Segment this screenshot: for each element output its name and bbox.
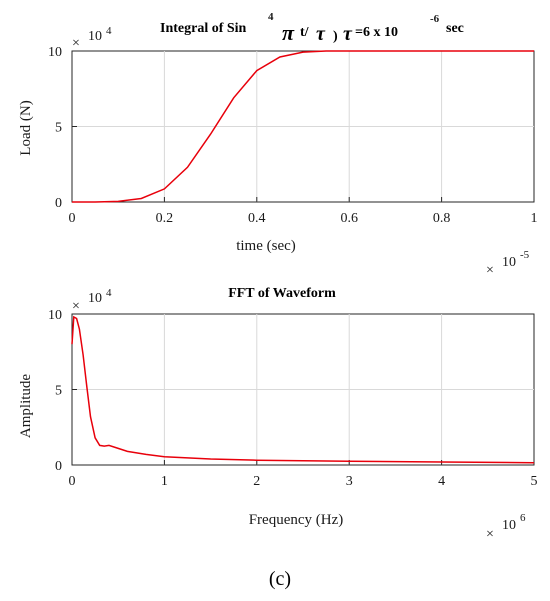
x-axis-label: Frequency (Hz) bbox=[249, 512, 344, 528]
chart-title-tau2: τ bbox=[343, 23, 353, 45]
x-multiplier-times: × bbox=[486, 527, 494, 542]
y-axis-label: Load (N) bbox=[18, 100, 34, 155]
y-multiplier-exponent: 4 bbox=[106, 287, 112, 299]
x-tick-label: 0 bbox=[69, 211, 76, 226]
x-tick-label: 0.2 bbox=[156, 211, 174, 226]
x-tick-label: 0.6 bbox=[340, 211, 358, 226]
chart-title-tau: τ bbox=[316, 23, 326, 45]
y-tick-label: 10 bbox=[48, 45, 62, 60]
chart-title-value: =6 x 10 bbox=[355, 25, 398, 40]
y-multiplier-base: 10 bbox=[88, 29, 102, 44]
chart-title: Integral of Sin bbox=[160, 21, 247, 36]
y-axis-label: Amplitude bbox=[18, 374, 34, 439]
x-tick-label: 0.8 bbox=[433, 211, 451, 226]
y-tick-label: 5 bbox=[55, 384, 62, 399]
chart-title-exponent: 4 bbox=[268, 11, 274, 23]
chart-title: FFT of Waveform bbox=[228, 286, 336, 301]
x-tick-label: 0.4 bbox=[248, 211, 266, 226]
x-tick-label: 0 bbox=[69, 474, 76, 489]
y-tick-label: 5 bbox=[55, 121, 62, 136]
x-tick-label: 5 bbox=[531, 474, 538, 489]
x-multiplier-base: 10 bbox=[502, 518, 516, 533]
x-tick-label: 1 bbox=[531, 211, 538, 226]
x-tick-label: 2 bbox=[253, 474, 260, 489]
x-tick-label: 3 bbox=[346, 474, 353, 489]
amplitude-series-line bbox=[71, 315, 535, 464]
y-tick-label: 10 bbox=[48, 308, 62, 323]
chart-title-pi: π bbox=[282, 20, 295, 45]
x-multiplier-exponent: -5 bbox=[520, 249, 530, 261]
load-series-line bbox=[72, 50, 534, 203]
x-tick-label: 1 bbox=[161, 474, 168, 489]
y-tick-label: 0 bbox=[55, 459, 62, 474]
y-multiplier-times: × bbox=[72, 299, 80, 314]
x-multiplier-base: 10 bbox=[502, 255, 516, 270]
x-axis-label: time (sec) bbox=[236, 238, 296, 254]
y-tick-label: 0 bbox=[55, 196, 62, 211]
figure-caption: (c) bbox=[269, 568, 291, 590]
y-multiplier-base: 10 bbox=[88, 291, 102, 306]
y-multiplier-times: × bbox=[72, 36, 80, 51]
chart-title-t: t/ bbox=[300, 25, 310, 40]
chart-title-exp-neg6: -6 bbox=[430, 13, 440, 25]
x-multiplier-exponent: 6 bbox=[520, 512, 526, 524]
chart-title-paren: ) bbox=[333, 29, 338, 44]
y-multiplier-exponent: 4 bbox=[106, 25, 112, 37]
x-tick-label: 4 bbox=[438, 474, 445, 489]
chart-title-unit: sec bbox=[446, 21, 464, 36]
x-multiplier-times: × bbox=[486, 263, 494, 278]
